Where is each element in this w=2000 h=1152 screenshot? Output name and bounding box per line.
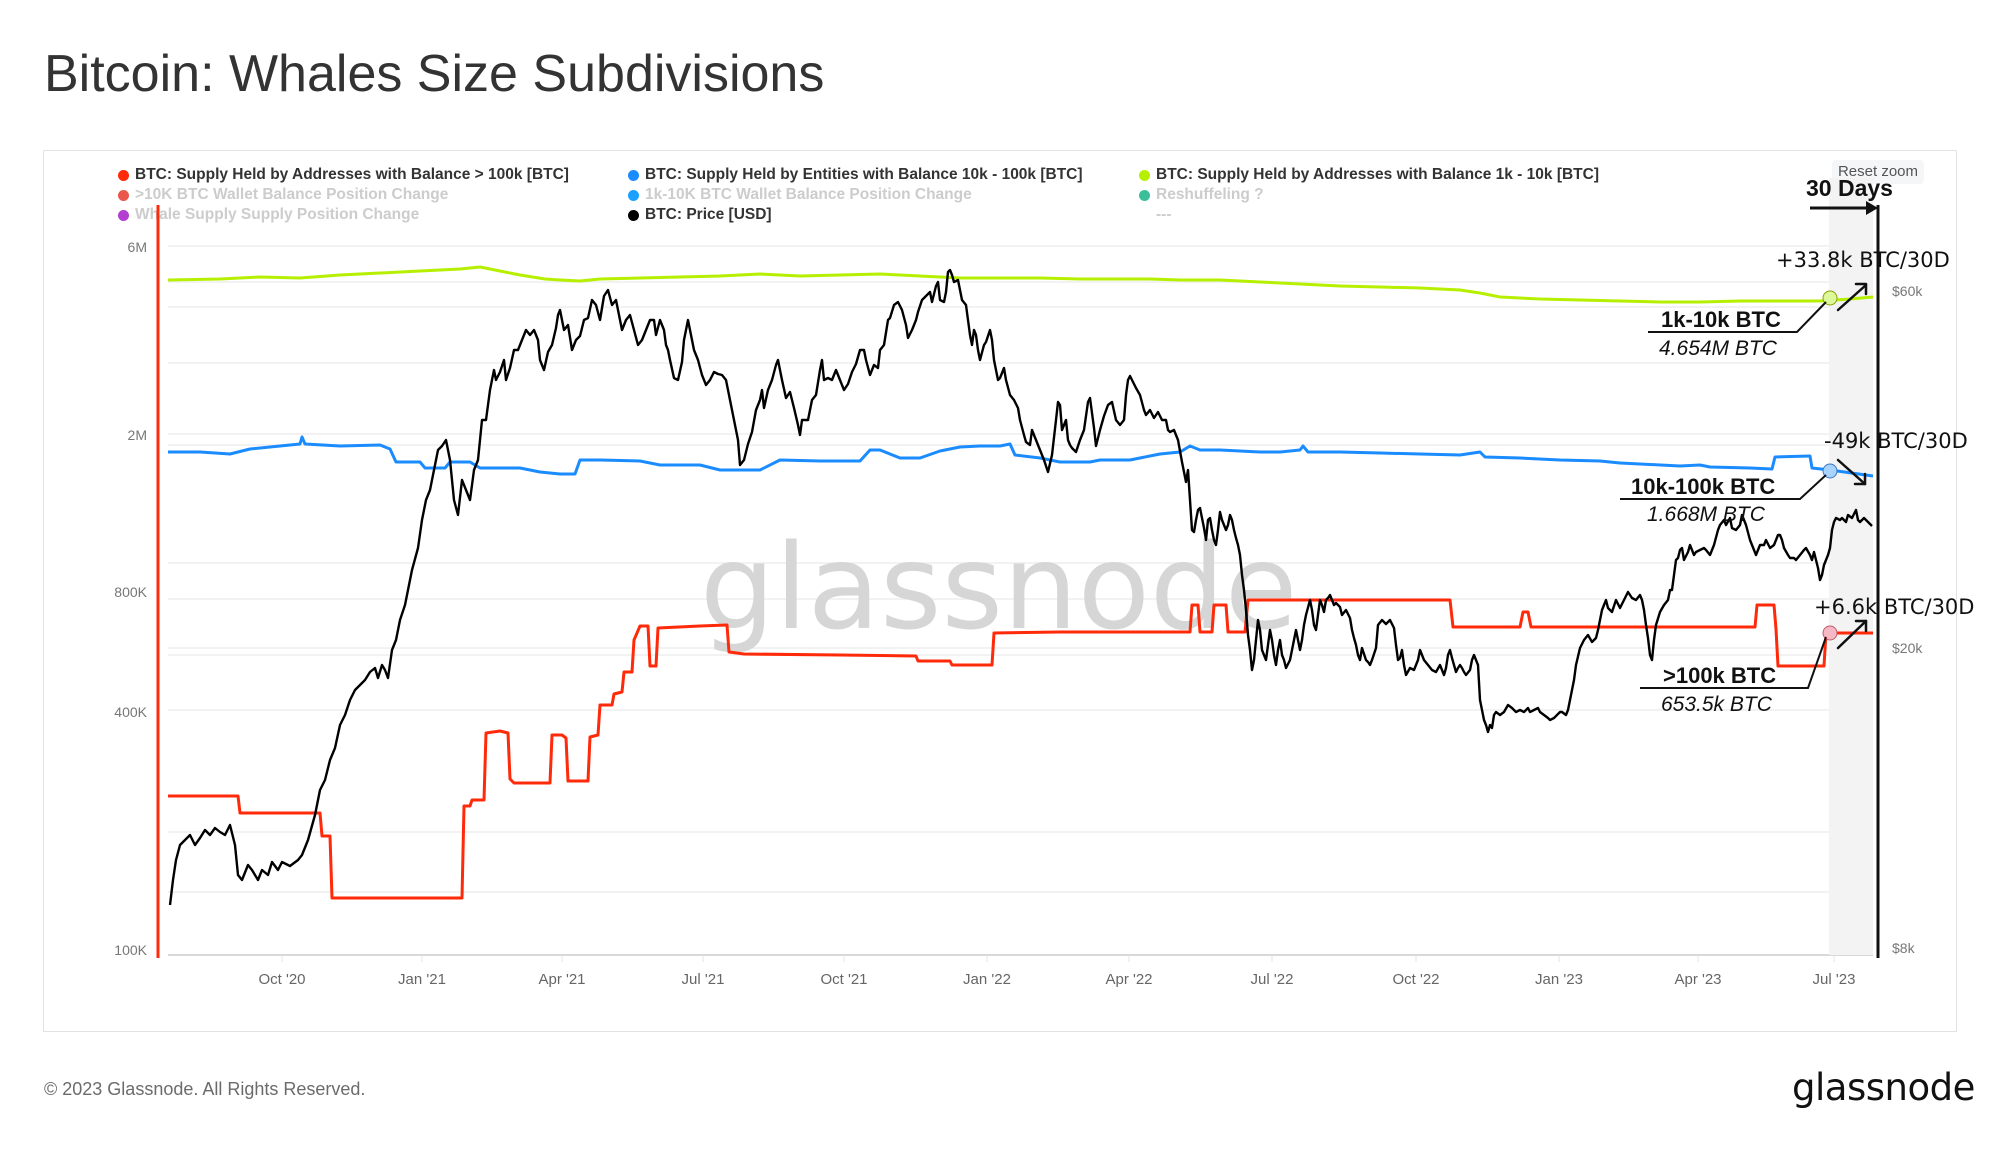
trend-arrows xyxy=(1836,282,1868,650)
legend-dot-icon xyxy=(628,169,639,181)
thirty-days-label: 30 Days xyxy=(1806,175,1893,201)
x-tick: Jan '22 xyxy=(963,971,1011,988)
x-tick: Oct '22 xyxy=(1392,971,1439,988)
y-left-tick: 400K xyxy=(114,704,147,720)
red-supply-100k-series xyxy=(168,598,1873,900)
green-marker xyxy=(1822,290,1838,306)
legend-item-10k-position-change[interactable]: >10K BTC Wallet Balance Position Change xyxy=(118,186,448,204)
chart-container xyxy=(43,150,1957,1032)
red-series-value: 653.5k BTC xyxy=(1661,693,1773,716)
blue-series-name: 10k-100k BTC xyxy=(1631,474,1775,499)
series-10k-100k-line xyxy=(168,435,1874,478)
legend-item-whale-position-change[interactable]: Whale Supply Supply Position Change xyxy=(118,206,419,224)
x-tick: Oct '20 xyxy=(258,971,305,988)
y-right-tick: $20k xyxy=(1892,640,1923,656)
footer-copyright: © 2023 Glassnode. All Rights Reserved. xyxy=(44,1079,366,1099)
legend-dot-icon xyxy=(1139,189,1150,201)
x-tick: Apr '23 xyxy=(1674,971,1721,988)
legend-dot-icon xyxy=(118,169,129,181)
legend-dot-icon xyxy=(118,209,129,221)
btc-price-line xyxy=(168,268,1873,906)
legend-item-supply-1k-10k[interactable]: BTC: Supply Held by Addresses with Balan… xyxy=(1139,166,1599,184)
y-left-tick: 100K xyxy=(114,942,147,958)
y-left-tick: 800K xyxy=(114,584,147,600)
watermark: glassnode xyxy=(700,518,1297,656)
red-marker xyxy=(1822,625,1838,641)
legend-item-1k-10k-position-change[interactable]: 1k-10K BTC Wallet Balance Position Chang… xyxy=(628,186,972,204)
x-tick: Jul '21 xyxy=(682,971,725,988)
green-change-label: +33.8k BTC/30D xyxy=(1776,248,1950,272)
legend-dot-icon xyxy=(628,209,639,221)
page-title: Bitcoin: Whales Size Subdivisions xyxy=(44,45,825,103)
red-series-name: >100k BTC xyxy=(1663,663,1776,688)
x-tick: Apr '21 xyxy=(538,971,585,988)
y-left-tick: 6M xyxy=(128,239,147,255)
y-right-tick: $60k xyxy=(1892,283,1923,299)
thirty-day-band xyxy=(1829,178,1873,955)
y-left-tick: 2M xyxy=(128,427,147,443)
legend-dot-icon xyxy=(118,189,129,201)
green-series-value: 4.654M BTC xyxy=(1659,337,1778,360)
blue-change-label: -49k BTC/30D xyxy=(1824,429,1968,453)
blue-marker xyxy=(1822,463,1838,479)
arrow-right-icon xyxy=(1866,201,1878,215)
x-tick: Jul '22 xyxy=(1251,971,1294,988)
glassnode-logo[interactable]: glassnode xyxy=(1792,1066,1975,1109)
legend-item-supply-100k[interactable]: BTC: Supply Held by Addresses with Balan… xyxy=(118,166,569,184)
x-tick: Oct '21 xyxy=(820,971,867,988)
red-change-label: +6.6k BTC/30D xyxy=(1814,595,1974,619)
legend-dot-icon xyxy=(628,189,639,201)
x-tick: Jul '23 xyxy=(1813,971,1856,988)
y-right-tick: $8k xyxy=(1892,940,1916,956)
series-1k-10k-line xyxy=(167,265,1874,304)
blue-series-value: 1.668M BTC xyxy=(1647,503,1766,526)
grid-lines xyxy=(168,245,1873,893)
legend-item-placeholder[interactable]: --- xyxy=(1156,206,1172,223)
green-series-name: 1k-10k BTC xyxy=(1661,307,1781,332)
x-tick: Apr '22 xyxy=(1105,971,1152,988)
legend-item-reshuffeling[interactable]: Reshuffeling ? xyxy=(1139,186,1264,204)
legend-dot-icon xyxy=(1139,169,1150,181)
x-tick: Jan '21 xyxy=(398,971,446,988)
x-tick: Jan '23 xyxy=(1535,971,1583,988)
legend-item-supply-10k-100k[interactable]: BTC: Supply Held by Entities with Balanc… xyxy=(628,166,1083,184)
legend-item-btc-price[interactable]: BTC: Price [USD] xyxy=(628,206,772,224)
